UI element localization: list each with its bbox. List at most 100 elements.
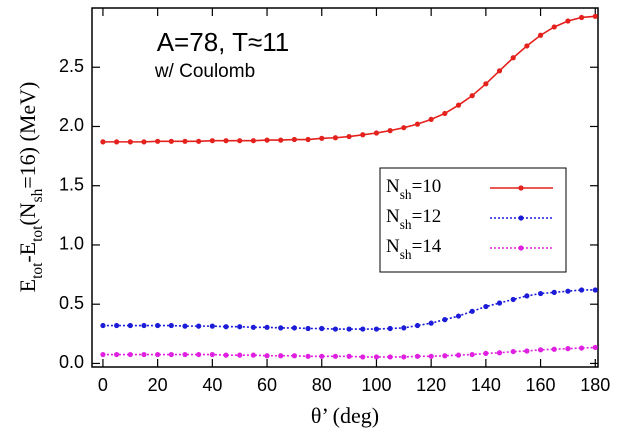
data-point <box>469 351 475 358</box>
data-point <box>278 353 284 359</box>
data-point <box>537 290 544 297</box>
data-point <box>114 322 120 329</box>
data-point <box>428 353 434 359</box>
data-point <box>551 24 557 30</box>
data-point <box>168 138 174 144</box>
data-point <box>592 287 598 293</box>
data-point <box>264 137 270 143</box>
data-point <box>127 351 133 358</box>
data-point <box>387 325 393 332</box>
data-point <box>483 81 489 87</box>
legend-marker <box>518 245 524 251</box>
data-point <box>401 325 407 331</box>
data-point <box>524 293 530 299</box>
x-tick-label: 60 <box>257 375 277 395</box>
data-point <box>510 55 516 61</box>
data-point <box>414 322 421 329</box>
data-point <box>469 93 475 99</box>
y-axis-label: Etot-Etot(Nsh=16) (MeV) <box>15 82 46 293</box>
x-tick-label: 100 <box>361 375 391 395</box>
data-point <box>155 138 161 144</box>
data-point <box>455 313 462 319</box>
data-point <box>578 345 585 351</box>
data-point <box>496 350 503 356</box>
data-point <box>455 352 462 358</box>
data-point <box>414 353 421 359</box>
x-axis-label: θ’ (deg) <box>311 403 379 428</box>
y-tick-label: 2.0 <box>59 115 84 135</box>
annotation: A=78, T≈11 <box>157 27 290 57</box>
data-point <box>360 326 366 332</box>
data-point <box>196 138 202 144</box>
legend-label: Nsh=12 <box>386 206 441 231</box>
data-point <box>387 128 393 134</box>
data-point <box>346 133 352 140</box>
x-tick-label: 20 <box>148 375 168 395</box>
x-tick-label: 160 <box>526 375 556 395</box>
data-point <box>141 351 147 358</box>
x-tick-label: 140 <box>471 375 501 395</box>
data-point <box>401 125 407 131</box>
x-tick-label: 40 <box>202 375 222 395</box>
data-point <box>319 353 325 359</box>
data-point <box>455 102 462 108</box>
data-point <box>387 354 393 360</box>
data-point <box>332 135 339 141</box>
data-point <box>578 14 585 21</box>
series-line <box>102 289 596 330</box>
data-point <box>127 139 133 145</box>
data-point <box>291 353 297 359</box>
data-point <box>524 348 530 354</box>
data-point <box>250 138 256 144</box>
data-point <box>319 135 325 141</box>
data-point <box>196 323 202 329</box>
data-point <box>237 138 243 144</box>
data-point <box>114 139 120 145</box>
data-point <box>155 351 161 358</box>
data-point <box>291 325 297 331</box>
data-point <box>182 351 188 358</box>
x-tick-label: 180 <box>580 375 610 395</box>
data-point <box>250 324 256 330</box>
data-point <box>537 347 544 353</box>
data-point <box>360 354 366 360</box>
data-point <box>155 322 161 329</box>
data-point <box>442 110 448 117</box>
plot-frame <box>91 7 599 368</box>
data-point <box>360 132 366 138</box>
x-tick-label: 80 <box>312 375 332 395</box>
x-tick-label: 120 <box>416 375 446 395</box>
data-point <box>592 13 598 19</box>
data-point <box>442 353 448 359</box>
y-tick-label: 1.5 <box>59 174 84 194</box>
data-point <box>305 353 311 359</box>
data-point <box>223 324 229 330</box>
data-point <box>209 138 215 144</box>
data-point <box>114 351 120 358</box>
data-point <box>305 325 311 332</box>
legend-marker <box>518 215 524 221</box>
data-point <box>209 323 215 329</box>
data-point <box>127 322 133 329</box>
data-point <box>496 68 503 74</box>
data-point <box>510 348 516 355</box>
data-point <box>346 326 352 332</box>
data-point <box>168 322 174 329</box>
data-point <box>291 136 297 143</box>
data-point <box>278 325 284 331</box>
data-point <box>578 287 585 293</box>
data-point <box>401 354 407 360</box>
data-point <box>141 139 147 145</box>
data-point <box>332 353 339 359</box>
data-point <box>592 344 598 351</box>
y-tick-label: 0.0 <box>59 352 84 372</box>
data-point <box>100 139 106 145</box>
data-point <box>264 353 270 359</box>
data-point <box>565 18 571 24</box>
data-point <box>250 352 256 358</box>
data-point <box>414 121 421 127</box>
legend-marker <box>518 185 524 191</box>
data-point <box>223 352 229 358</box>
data-point <box>141 322 147 329</box>
